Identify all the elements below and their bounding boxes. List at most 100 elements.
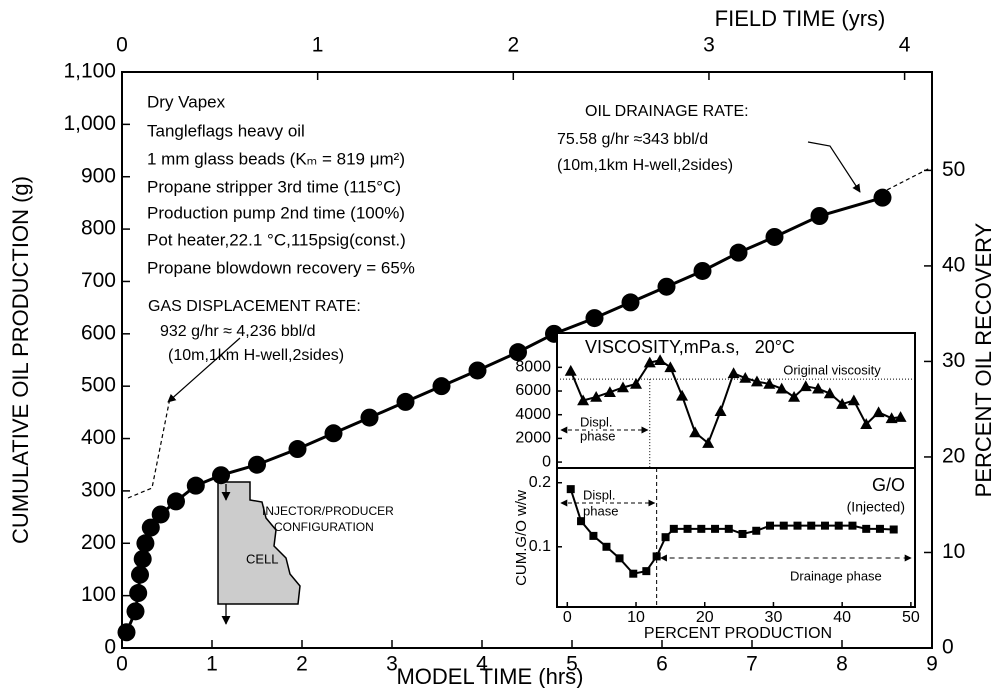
panel-title: VISCOSITY,mPa.s, 20°C — [585, 337, 795, 357]
marker — [654, 354, 667, 366]
annotation: Propane blowdown recovery = 65% — [147, 258, 415, 277]
extrapolation-line — [127, 397, 171, 499]
marker — [807, 521, 816, 530]
annotation: GAS DISPLACEMENT RATE: — [148, 298, 361, 315]
marker — [889, 525, 898, 534]
marker — [129, 584, 148, 603]
y2-tick-label: 30 — [942, 349, 965, 372]
marker — [765, 227, 784, 246]
marker — [652, 552, 661, 561]
x2-tick-label: 1 — [312, 34, 324, 57]
marker — [432, 377, 451, 396]
marker — [324, 424, 343, 443]
marker — [779, 521, 788, 530]
marker — [873, 188, 892, 207]
marker — [812, 382, 825, 394]
y-tick-label: 700 — [81, 269, 116, 292]
marker — [589, 531, 598, 540]
marker — [615, 554, 624, 563]
y2-axis-label: PERCENT OIL RECOVERY — [971, 222, 996, 497]
marker — [186, 476, 205, 495]
annotation: Propane stripper 3rd time (115°C) — [147, 177, 401, 196]
marker — [724, 524, 733, 533]
y-tick-label: 8000 — [515, 359, 551, 376]
annotation-arrow — [167, 337, 241, 403]
x-tick-label: 50 — [902, 609, 920, 626]
marker — [693, 261, 712, 280]
x2-axis-label: FIELD TIME (yrs) — [715, 6, 886, 31]
marker — [793, 521, 802, 530]
marker — [683, 524, 692, 533]
annotation: 932 g/hr ≈ 4,236 bbl/d — [160, 323, 316, 340]
marker — [167, 492, 185, 511]
extrapolation-line — [880, 167, 931, 194]
marker — [661, 533, 670, 542]
x2-tick-label: 4 — [899, 34, 911, 57]
marker — [657, 277, 676, 296]
marker — [131, 565, 149, 584]
y-tick-label: 0.2 — [529, 474, 551, 491]
marker — [136, 534, 155, 553]
marker — [799, 380, 812, 392]
marker — [885, 412, 898, 424]
y-axis-label: CUM.G/O w/w — [513, 490, 530, 586]
marker — [750, 375, 763, 387]
marker — [396, 392, 415, 411]
x-tick-label: 30 — [765, 609, 783, 626]
marker — [872, 406, 885, 418]
marker — [810, 207, 829, 225]
y2-tick-label: 10 — [942, 540, 965, 563]
marker — [577, 394, 590, 406]
marker — [603, 386, 616, 398]
panel-subtitle: (Injected) — [847, 499, 905, 515]
y-tick-label: 800 — [81, 217, 116, 240]
x-axis-label: MODEL TIME (hrs) — [396, 664, 583, 688]
x-tick-label: 1 — [206, 653, 218, 676]
marker — [564, 364, 577, 376]
marker — [729, 243, 748, 262]
marker — [676, 389, 689, 401]
phase-label: Drainage phase — [790, 568, 882, 583]
marker — [669, 524, 678, 533]
y2-tick-label: 20 — [942, 445, 965, 468]
marker — [566, 485, 575, 494]
marker — [509, 343, 527, 362]
marker — [642, 567, 651, 576]
marker — [714, 405, 727, 416]
marker — [590, 390, 603, 402]
y-tick-label: 100 — [81, 583, 116, 606]
y-tick-label: 1,100 — [63, 60, 116, 83]
panel-title: G/O — [872, 475, 905, 495]
marker — [820, 521, 829, 530]
cell-schematic — [217, 481, 301, 605]
marker — [630, 377, 643, 389]
marker — [697, 524, 706, 533]
marker — [248, 455, 266, 474]
marker — [126, 602, 145, 621]
marker — [602, 542, 611, 551]
x-tick-label: 5 — [566, 653, 578, 676]
marker — [212, 466, 230, 485]
y-tick-label: 900 — [81, 164, 116, 187]
annotation: (10m,1km H-well,2sides) — [168, 347, 344, 364]
y-axis-label: CUMULATIVE OIL PRODUCTION (g) — [8, 176, 33, 544]
marker — [860, 418, 873, 429]
x-tick-label: 0 — [563, 609, 572, 626]
y-tick-label: 500 — [81, 374, 116, 397]
marker — [621, 293, 640, 312]
marker — [848, 521, 857, 530]
y-tick-label: 2000 — [515, 430, 551, 447]
annotation: Dry Vapex — [147, 92, 226, 111]
plot-frame — [121, 71, 933, 649]
marker — [894, 411, 907, 422]
marker — [585, 309, 604, 328]
marker — [702, 437, 715, 448]
x-tick-label: 10 — [627, 609, 645, 626]
annotation: Pot heater,22.1 °C,115psig(const.) — [147, 230, 406, 249]
annotation-arrow — [807, 141, 861, 193]
marker — [763, 377, 776, 389]
y-tick-label: 4000 — [515, 406, 551, 423]
phase-label: phase — [580, 428, 615, 443]
marker — [875, 524, 884, 533]
marker — [766, 521, 775, 530]
